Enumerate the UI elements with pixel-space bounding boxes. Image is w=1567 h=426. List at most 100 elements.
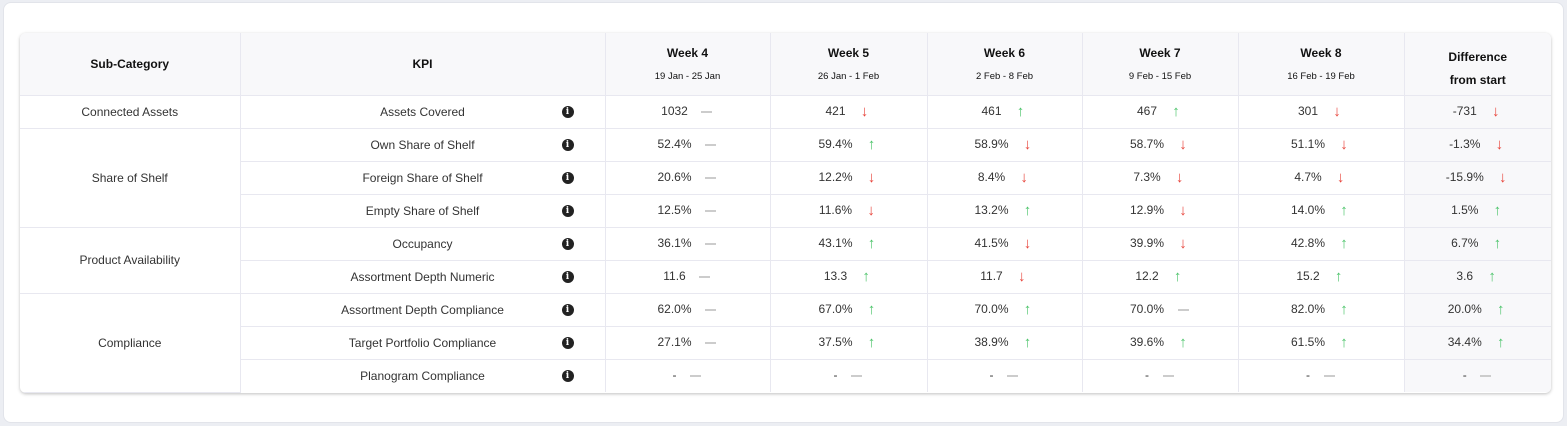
week-label: Week 4 [666, 45, 709, 60]
header-kpi: KPI [239, 33, 606, 96]
value: 52.4% [657, 137, 692, 152]
difference-cell: 1.5% ↑ [1403, 193, 1551, 228]
week-range: 2 Feb - 8 Feb [975, 70, 1034, 82]
kpi-cell: Empty Share of Shelf i [240, 193, 606, 228]
kpi-name: Assortment Depth Compliance [341, 302, 504, 317]
value: 12.5% [657, 203, 692, 218]
trend-flat-icon [698, 270, 712, 284]
value: - [1145, 368, 1149, 383]
difference-cell: -731 ↓ [1403, 94, 1551, 129]
info-icon[interactable]: i [561, 237, 574, 250]
trend-down-icon: ↓ [1017, 267, 1026, 285]
kpi-cell: Occupancy i [239, 226, 606, 261]
trend-down-icon: ↓ [1492, 102, 1500, 120]
week-value-cell: 11.6 [604, 259, 771, 294]
value: -731 [1452, 104, 1477, 119]
trend-up-icon: ↑ [867, 333, 876, 351]
trend-up-icon: ↑ [867, 135, 876, 153]
value: 59.4% [818, 137, 853, 152]
trend-down-icon: ↓ [1340, 135, 1348, 153]
week-value-cell: 20.6% [604, 160, 771, 195]
trend-down-icon: ↓ [1336, 168, 1345, 186]
trend-down-icon: ↓ [867, 201, 875, 219]
week-value-cell: 70.0% ↑ [926, 292, 1083, 327]
value: 58.9% [974, 137, 1009, 152]
value: 70.0% [1129, 302, 1165, 317]
info-icon[interactable]: i [561, 270, 574, 283]
value: 12.9% [1129, 203, 1165, 218]
difference-cell: -1.3% ↓ [1403, 127, 1551, 162]
week-label: Week 7 [1139, 45, 1181, 60]
week-range: 16 Feb - 19 Feb [1287, 70, 1355, 82]
info-icon[interactable]: i [561, 171, 574, 184]
trend-up-icon: ↑ [1340, 234, 1348, 252]
week-value-cell: 43.1% ↑ [769, 226, 928, 261]
header-row: Sub-Category KPI Week 4 19 Jan - 25 Jan We… [20, 33, 1551, 96]
header-week-4: Week 4 19 Jan - 25 Jan [604, 33, 771, 96]
week-value-cell: 12.2 ↑ [1081, 259, 1239, 294]
value: -15.9% [1445, 170, 1484, 185]
value: 4.7% [1294, 170, 1322, 185]
week-range: 9 Feb - 15 Feb [1128, 70, 1192, 82]
week-value-cell: 4.7% ↓ [1237, 160, 1405, 195]
value: 36.1% [657, 236, 692, 251]
value: 467 [1136, 104, 1158, 119]
kpi-card: Sub-Category KPI Week 4 19 Jan - 25 Jan We… [3, 2, 1564, 423]
info-icon[interactable]: i [561, 369, 574, 382]
trend-up-icon: ↑ [1179, 333, 1187, 351]
value: 6.7% [1451, 236, 1479, 251]
value: 41.5% [974, 236, 1009, 251]
value: - [1306, 368, 1310, 383]
week-value-cell: 467 ↑ [1081, 94, 1239, 129]
subcategory-cell: Connected Assets [20, 94, 241, 129]
week-value-cell: - [604, 358, 771, 392]
header-week-6: Week 6 2 Feb - 8 Feb [926, 33, 1083, 96]
kpi-cell: Assets Covered i [239, 94, 606, 129]
value: 39.6% [1129, 335, 1165, 350]
info-icon[interactable]: i [561, 105, 574, 118]
trend-down-icon: ↓ [860, 102, 869, 120]
week-value-cell: 38.9% ↑ [926, 325, 1083, 360]
value: - [1462, 368, 1467, 383]
info-icon[interactable]: i [561, 138, 574, 151]
trend-down-icon: ↓ [1020, 168, 1028, 186]
week-value-cell: 1032 [604, 94, 771, 129]
difference-cell: - [1403, 358, 1551, 392]
trend-up-icon: ↑ [1340, 333, 1348, 351]
info-icon[interactable]: i [561, 336, 574, 349]
info-icon[interactable]: i [561, 303, 574, 316]
table-row: Share of Shelf Own Share of Shelf i 52.4% 59… [20, 127, 1551, 228]
week-value-cell: 37.5% ↑ [769, 325, 928, 360]
week-range: 19 Jan - 25 Jan [654, 70, 721, 82]
kpi-cell: Foreign Share of Shelf i [240, 160, 606, 195]
value: 70.0% [974, 302, 1009, 317]
value: - [989, 368, 994, 383]
trend-up-icon: ↑ [1493, 201, 1502, 219]
value: 13.2% [974, 203, 1009, 218]
trend-down-icon: ↓ [1023, 135, 1032, 153]
kpi-name: Planogram Compliance [360, 368, 485, 383]
trend-up-icon: ↑ [1016, 102, 1025, 120]
week-value-cell: 12.5% [604, 193, 771, 228]
header-week-7: Week 7 9 Feb - 15 Feb [1081, 33, 1239, 96]
week-value-cell: 67.0% ↑ [769, 292, 928, 327]
trend-down-icon: ↓ [1179, 201, 1187, 219]
value: 39.9% [1129, 236, 1165, 251]
week-value-cell: 7.3% ↓ [1081, 160, 1239, 195]
trend-down-icon: ↓ [1023, 234, 1032, 252]
kpi-name: Own Share of Shelf [370, 137, 475, 152]
header-week-5: Week 5 26 Jan - 1 Feb [769, 33, 928, 96]
trend-flat-icon [704, 138, 718, 152]
week-value-cell: 11.6% ↓ [769, 193, 928, 228]
trend-down-icon: ↓ [1179, 135, 1187, 153]
week-value-cell: 58.9% ↓ [926, 127, 1083, 162]
table-row: Foreign Share of Shelf i 20.6% 12.2% ↓ 8.4% ↓ 7… [20, 160, 1551, 195]
trend-flat-icon [689, 369, 703, 383]
info-icon[interactable]: i [561, 204, 574, 217]
week-value-cell: 12.2% ↓ [769, 160, 928, 195]
value: 14.0% [1290, 203, 1326, 218]
week-value-cell: 461 ↑ [926, 94, 1083, 129]
week-value-cell: 52.4% [604, 127, 771, 162]
trend-flat-icon [704, 237, 718, 251]
table-row: Product Availability Occupancy i 36.1% 43.1%… [20, 226, 1551, 294]
